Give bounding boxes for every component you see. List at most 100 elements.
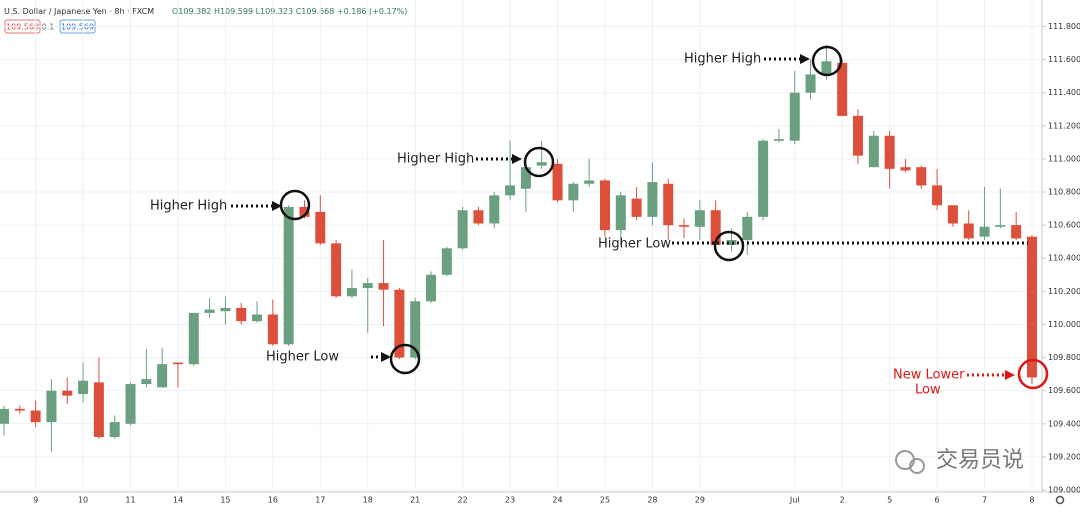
- badge: 0.1: [42, 23, 55, 32]
- candle-body: [14, 408, 25, 411]
- candle-body: [410, 301, 421, 358]
- icon: [909, 458, 925, 474]
- ohlc-values: O109.382 H109.599 L109.323 C109.568 +0.1…: [172, 7, 407, 16]
- candle-body: [0, 408, 9, 424]
- x-tick-label: 16: [268, 496, 278, 505]
- badge: 109.569: [61, 23, 94, 32]
- circle-marker: [1017, 358, 1049, 390]
- x-tick-label: Jul: [789, 496, 800, 505]
- candle-body: [584, 180, 595, 184]
- y-tick-label: 111.000: [1048, 154, 1080, 163]
- y-tick-label: 109.400: [1048, 419, 1080, 428]
- y-tick-label: 109.200: [1048, 452, 1080, 461]
- circle-marker: [389, 343, 421, 375]
- badge: 109.568: [6, 23, 39, 32]
- candle-body: [93, 382, 104, 438]
- x-tick-label: 15: [220, 496, 230, 505]
- candle-body: [362, 283, 373, 289]
- x-tick-label: 28: [647, 496, 657, 505]
- candle-body: [710, 210, 721, 245]
- x-tick-label: 5: [887, 496, 892, 505]
- ohlc-value: L109.323: [256, 7, 294, 16]
- candle-body: [252, 314, 263, 322]
- candle-body: [30, 410, 41, 423]
- candle-body: [78, 380, 89, 394]
- x-tick-label: 7: [982, 496, 987, 505]
- candle-body: [947, 205, 958, 224]
- candle-body: [615, 195, 626, 231]
- candle-body: [505, 185, 516, 196]
- candle-body: [172, 362, 183, 365]
- candle-body: [331, 243, 342, 297]
- candle-body: [884, 135, 895, 169]
- annotation: Higher High: [684, 52, 761, 67]
- candle-body: [979, 226, 990, 237]
- candle-body: [853, 115, 864, 156]
- annotation: New Lower: [893, 368, 965, 383]
- x-tick-label: 25: [600, 496, 610, 505]
- candle-body: [426, 274, 437, 302]
- candle-body: [441, 248, 452, 275]
- candle-body: [315, 211, 326, 244]
- candles: [0, 44, 1037, 452]
- candle-body: [157, 364, 168, 388]
- annotation: Higher Low: [266, 350, 339, 365]
- x-tick-label: 10: [78, 496, 88, 505]
- candle-body: [916, 167, 927, 186]
- x-tick-label: 21: [410, 496, 420, 505]
- settings-icon[interactable]: [1055, 495, 1065, 505]
- y-tick-label: 110.800: [1048, 188, 1080, 197]
- candle-body: [568, 183, 579, 201]
- x-tick-label: 24: [552, 496, 562, 505]
- arrowheads: [272, 54, 1015, 380]
- candle-body: [837, 62, 848, 116]
- candle-body: [932, 185, 943, 206]
- candle-body: [599, 180, 610, 231]
- symbol-title: U.S. Dollar / Japanese Yen · 8h · FXCM: [4, 7, 154, 16]
- candle-body: [963, 223, 974, 239]
- candle-body: [868, 135, 879, 168]
- ohlc-value: O109.382: [172, 7, 211, 16]
- candle-body: [742, 216, 753, 241]
- arrowhead: [512, 154, 522, 164]
- candle-body: [552, 163, 563, 201]
- candle-body: [821, 61, 832, 75]
- x-tick-label: 14: [173, 496, 183, 505]
- ohlc-value: H109.599: [214, 7, 253, 16]
- arrowhead: [1005, 370, 1015, 380]
- y-tick-label: 109.600: [1048, 386, 1080, 395]
- annotation: Low: [915, 383, 941, 398]
- y-tick-label: 110.200: [1048, 287, 1080, 296]
- x-tick-label: 6: [935, 496, 940, 505]
- arrowhead: [272, 201, 282, 211]
- candle-body: [125, 384, 136, 424]
- x-tick-label: 18: [363, 496, 373, 505]
- annotation: Higher Low: [598, 237, 671, 252]
- candle-body: [1011, 225, 1022, 239]
- candle-body: [536, 162, 547, 166]
- candle-body: [109, 422, 120, 438]
- candle-body: [267, 314, 278, 345]
- candle-body: [489, 195, 500, 224]
- y-tick-label: 110.000: [1048, 320, 1080, 329]
- grid: [0, 0, 1042, 492]
- candle-body: [473, 210, 484, 224]
- header: U.S. Dollar / Japanese Yen · 8h · FXCM: [4, 7, 154, 16]
- candle-body: [141, 379, 152, 385]
- candle-body: [236, 307, 247, 322]
- candle-body: [758, 140, 769, 217]
- dotted-arrows: [231, 57, 1028, 359]
- y-tick-label: 111.600: [1048, 55, 1080, 64]
- arrowhead: [800, 54, 810, 64]
- x-tick-label: 2: [840, 496, 845, 505]
- candle-body: [520, 167, 531, 189]
- circle-marker: [523, 146, 555, 178]
- ohlc-change: +0.186 (+0.17%): [337, 7, 408, 16]
- y-tick-label: 109.000: [1048, 486, 1080, 495]
- candle-body: [62, 390, 73, 396]
- x-tick-label: 29: [695, 496, 705, 505]
- candle-body: [394, 289, 405, 358]
- candle-body: [457, 210, 468, 249]
- candle-body: [283, 206, 294, 345]
- candle-body: [694, 210, 705, 227]
